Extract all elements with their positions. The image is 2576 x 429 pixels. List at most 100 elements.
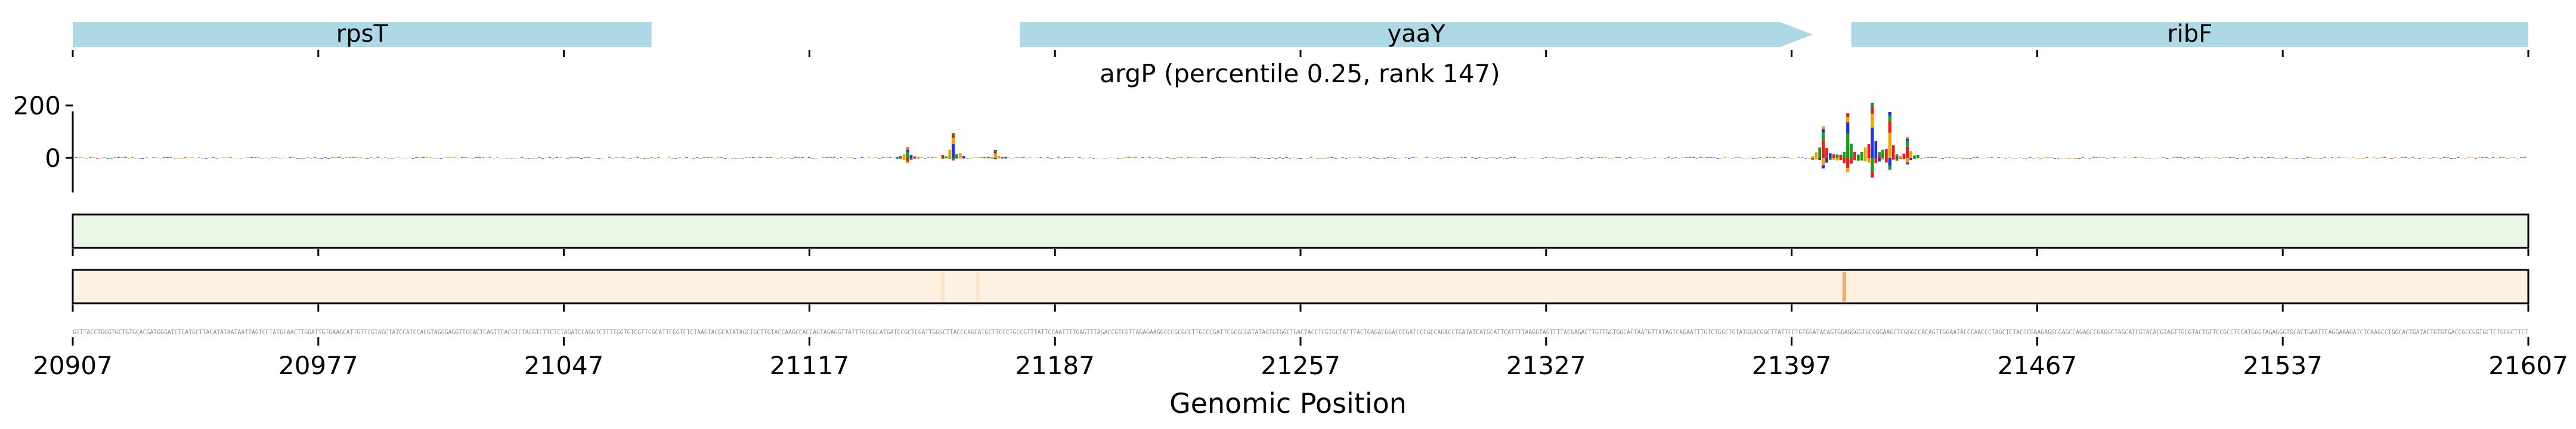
logo-letter-G	[990, 157, 993, 158]
logo-letter-T	[993, 151, 997, 154]
logo-noise-bar	[78, 157, 82, 158]
logo-noise-bar	[1580, 157, 1583, 158]
logo-noise-bar	[1176, 157, 1179, 158]
logo-noise-bar	[145, 157, 148, 158]
logo-noise-bar	[222, 157, 225, 158]
logo-letter-G	[902, 158, 906, 160]
logo-letter-A	[909, 158, 913, 160]
logo-noise-bar	[1681, 157, 1685, 158]
logo-noise-bar	[888, 157, 892, 158]
y-tick-label: 200	[13, 91, 61, 120]
heatmap-highlight	[976, 272, 980, 301]
logo-noise-bar	[1945, 157, 1948, 158]
logo-noise-bar	[1688, 157, 1692, 158]
logo-noise-bar	[2092, 157, 2095, 158]
logo-noise-bar	[169, 157, 173, 158]
logo-noise-bar	[2453, 158, 2456, 159]
logo-noise-bar	[1341, 157, 1344, 158]
logo-noise-bar	[1376, 158, 1379, 159]
logo-noise-bar	[927, 157, 930, 158]
x-tick-label: 21467	[1998, 351, 2077, 380]
logo-noise-bar	[1576, 158, 1580, 159]
logo-noise-bar	[1309, 157, 1313, 158]
logo-noise-bar	[1067, 157, 1071, 158]
logo-noise-bar	[1800, 157, 1804, 158]
logo-noise-bar	[289, 157, 292, 158]
logo-noise-bar	[478, 157, 481, 158]
sequence-letter-strip: GTTTACCTGGGTGCTGTGCACGATGGGATCTCATGCTTAC…	[73, 328, 2528, 336]
logo-noise-bar	[976, 157, 980, 158]
logo-noise-bar	[2478, 157, 2481, 158]
logo-noise-bar	[1766, 157, 1769, 158]
logo-noise-bar	[685, 157, 688, 158]
logo-noise-bar	[538, 157, 541, 158]
logo-noise-bar	[2450, 158, 2453, 159]
logo-noise-bar	[1513, 157, 1516, 158]
logo-noise-bar	[1131, 157, 1134, 158]
logo-noise-bar	[1134, 157, 1137, 158]
logo-noise-bar	[2134, 157, 2137, 158]
logo-noise-bar	[2207, 157, 2211, 158]
logo-noise-bar	[180, 158, 183, 159]
orange-heatmap-frame	[72, 269, 2529, 304]
logo-noise-bar	[2337, 157, 2340, 158]
logo-noise-bar	[2029, 157, 2032, 158]
logo-noise-bar	[2042, 157, 2046, 158]
logo-noise-bar	[2098, 157, 2102, 158]
logo-noise-bar	[706, 157, 710, 158]
logo-noise-bar	[1951, 157, 1955, 158]
logo-noise-bar	[1232, 157, 1236, 158]
logo-noise-bar	[1604, 157, 1608, 158]
logo-noise-bar	[1204, 157, 1208, 158]
logo-noise-bar	[1327, 157, 1330, 158]
logo-noise-bar	[723, 158, 727, 159]
logo-noise-bar	[1481, 157, 1485, 158]
logo-noise-bar	[1166, 157, 1169, 158]
x-tick-label: 20977	[278, 351, 358, 380]
logo-noise-bar	[657, 157, 660, 158]
logo-noise-bar	[1716, 158, 1720, 159]
logo-noise-bar	[1464, 157, 1467, 158]
logo-noise-bar	[2179, 157, 2182, 158]
logo-letter-G	[917, 158, 920, 159]
logo-noise-bar	[1148, 157, 1151, 158]
logo-noise-bar	[2456, 157, 2460, 158]
logo-noise-bar	[846, 157, 850, 158]
logo-noise-bar	[1748, 157, 1751, 158]
logo-letter-C	[1846, 122, 1850, 133]
logo-noise-bar	[345, 157, 348, 158]
logo-letter-G	[906, 161, 909, 163]
logo-noise-bar	[1228, 157, 1232, 158]
logo-noise-bar	[313, 157, 317, 158]
logo-noise-bar	[1243, 157, 1246, 158]
logo-noise-bar	[151, 157, 155, 158]
logo-letter-G	[1821, 126, 1825, 129]
logo-letter-A	[1846, 133, 1850, 158]
logo-noise-bar	[190, 157, 194, 158]
logo-noise-bar	[695, 157, 699, 158]
logo-noise-bar	[702, 157, 706, 158]
logo-noise-bar	[769, 157, 773, 158]
logo-letter-A	[951, 133, 955, 135]
logo-noise-bar	[636, 157, 639, 158]
logo-noise-bar	[2193, 157, 2197, 158]
gene-label: yaaY	[1388, 20, 1446, 48]
logo-letter-T	[987, 157, 990, 158]
logo-letter-A	[906, 152, 909, 158]
logo-letter-C	[1906, 162, 1909, 164]
logo-noise-bar	[120, 157, 123, 158]
logo-noise-bar	[850, 157, 853, 158]
logo-noise-bar	[2049, 157, 2053, 158]
logo-noise-bar	[1172, 158, 1176, 159]
logo-noise-bar	[1600, 157, 1604, 158]
logo-letter-T	[906, 158, 909, 162]
logo-noise-bar	[488, 157, 492, 158]
logo-noise-bar	[615, 157, 618, 158]
logo-letter-A	[1860, 158, 1863, 161]
logo-noise-bar	[941, 158, 945, 159]
logo-noise-bar	[1485, 158, 1488, 159]
logo-noise-bar	[317, 158, 320, 159]
logo-letter-A	[1916, 155, 1919, 158]
logo-noise-bar	[1976, 157, 1979, 158]
logo-noise-bar	[2225, 157, 2228, 158]
